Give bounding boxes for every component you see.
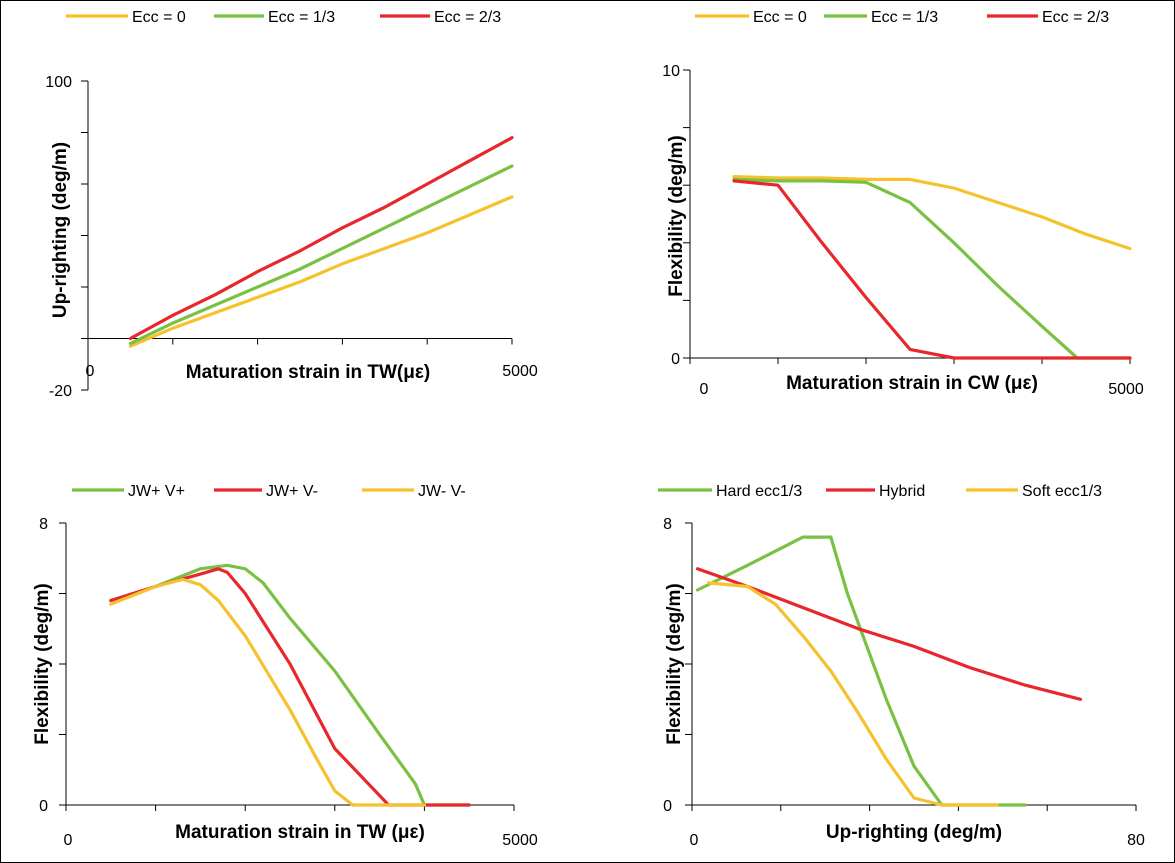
legend-label: JW- V-	[418, 483, 466, 500]
y-tick-label: 0	[663, 798, 672, 815]
x-axis-title: Maturation strain in TW(με)	[186, 362, 430, 383]
y-tick-label: 8	[663, 516, 672, 533]
x-tick-label: 5000	[502, 832, 538, 849]
x-axis-title: Up-righting (deg/m)	[826, 822, 1002, 843]
y-tick-label: 0	[671, 351, 680, 368]
series-line-1	[109, 563, 471, 807]
y-tick-label: 8	[39, 516, 48, 533]
x-axis-title: Maturation strain in TW (με)	[175, 822, 425, 843]
legend-label: Soft ecc1/3	[1022, 483, 1102, 500]
x-tick-label: 0	[700, 381, 709, 398]
series-line-2	[128, 164, 514, 346]
series-line-2	[109, 567, 471, 807]
series-line-3	[706, 581, 999, 807]
x-tick-label: 5000	[1108, 381, 1144, 398]
series-line-3	[128, 136, 514, 341]
legend-label: Ecc = 1/3	[268, 9, 335, 26]
y-axis-title: Up-righting (deg/m)	[50, 142, 71, 318]
series-line-2	[695, 567, 1083, 701]
legend-label: JW+ V-	[266, 483, 318, 500]
y-tick-label: -20	[49, 383, 72, 400]
legend-label: Ecc = 2/3	[434, 9, 501, 26]
series-line-1	[128, 195, 514, 348]
legend-label: Hybrid	[879, 483, 925, 500]
legend-label: Ecc = 1/3	[871, 9, 938, 26]
legend-label: Hard ecc1/3	[716, 483, 802, 500]
y-axis-title: Flexibility (deg/m)	[32, 583, 53, 745]
y-axis-title: Flexibility (deg/m)	[666, 135, 687, 297]
y-axis-title: Flexibility (deg/m)	[664, 583, 685, 745]
legend-label: Ecc = 0	[753, 9, 807, 26]
x-tick-label: 0	[64, 832, 73, 849]
y-tick-label: 10	[662, 63, 680, 80]
y-tick-label: 0	[39, 798, 48, 815]
series-line-3	[732, 179, 1132, 360]
x-tick-label: 0	[86, 363, 95, 380]
legend-label: Ecc = 2/3	[1042, 9, 1109, 26]
legend-label: Ecc = 0	[132, 9, 186, 26]
x-tick-label: 5000	[502, 363, 538, 380]
series-line-1	[732, 175, 1132, 251]
chart-1: -20 100 0 5000 Maturation strain in TW(με) Up…	[45, 9, 538, 400]
series-line-3	[109, 577, 426, 807]
x-tick-label: 0	[690, 832, 699, 849]
x-axis-title: Maturation strain in CW (με)	[786, 373, 1038, 394]
legend-label: JW+ V+	[128, 483, 185, 500]
chart-3: 0 8 0 5000 Maturation strain in TW (με) Flexi…	[32, 483, 538, 849]
chart-2: 0 10 0 5000 Maturation strain in CW (με) Flex…	[662, 9, 1144, 398]
y-tick-label: 100	[45, 74, 72, 91]
x-tick-label: 80	[1127, 832, 1145, 849]
series-line-2	[732, 177, 1132, 360]
